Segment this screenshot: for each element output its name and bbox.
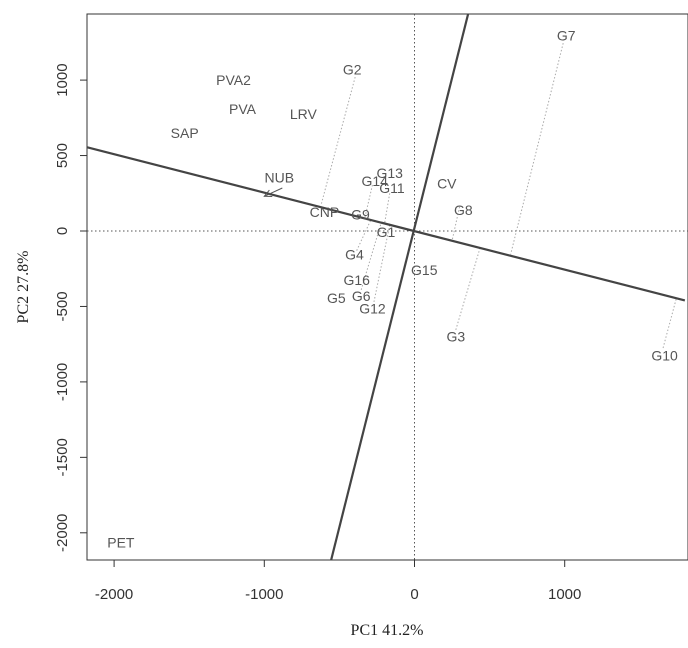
point-label-sap: SAP [171, 125, 199, 141]
projection-line [510, 43, 564, 255]
projection-line [360, 221, 382, 290]
average-environment-axis [87, 146, 686, 302]
y-tick-label: -2000 [54, 514, 71, 552]
projection-line [373, 224, 391, 303]
x-tick-label: -2000 [95, 586, 133, 603]
point-label-g13: G13 [376, 165, 403, 181]
x-axis-title: PC1 41.2% [351, 622, 424, 639]
point-label-g10: G10 [651, 347, 678, 363]
plot-frame [86, 13, 688, 561]
y-axis: -2000 -1500 -1000 -500 0 500 1000 [54, 63, 87, 552]
point-label-g2: G2 [343, 62, 362, 78]
projection-line [383, 193, 391, 225]
projection-line [451, 206, 461, 241]
orthogonal-axis [330, 14, 470, 560]
point-label-g14: G14 [361, 173, 388, 189]
y-tick-label: -1500 [54, 438, 71, 476]
point-label-g7: G7 [557, 28, 576, 44]
arrow-head-icon [263, 189, 273, 197]
y-axis-title: PC2 27.8% [15, 251, 32, 324]
point-label-g4: G4 [345, 246, 364, 262]
point-label-g8: G8 [454, 202, 473, 218]
point-label-g11: G11 [379, 180, 405, 196]
plot-area: PVA2 PVA LRV SAP NUB CNP CV PET G1 G2 G3 G4 G5 G6 G7 G8… [87, 14, 688, 560]
point-label-g5: G5 [327, 290, 346, 306]
x-tick-label: 0 [410, 586, 418, 603]
x-axis: -2000 -1000 0 1000 [95, 560, 581, 603]
y-tick-label: 0 [54, 227, 71, 235]
point-label-g12: G12 [359, 301, 386, 317]
point-label-g3: G3 [446, 329, 465, 345]
point-label-g1: G1 [377, 224, 396, 240]
point-label-cv: CV [437, 175, 457, 191]
projection-line [356, 219, 372, 251]
projection-line [320, 76, 356, 204]
y-tick-label: 1000 [54, 63, 71, 96]
projection-line [455, 245, 482, 330]
arrow-shaft [264, 187, 283, 197]
y-tick-label: -500 [54, 291, 71, 321]
point-label-lrv: LRV [290, 106, 318, 122]
point-label-cnp: CNP [310, 204, 340, 220]
point-label-pva: PVA [229, 101, 257, 117]
point-label-g16: G16 [343, 272, 370, 288]
point-label-g15: G15 [411, 262, 438, 278]
x-tick-label: 1000 [548, 586, 581, 603]
point-label-g9: G9 [351, 206, 370, 222]
x-tick-label: -1000 [245, 586, 283, 603]
y-tick-label: 500 [54, 143, 71, 168]
point-label-pva2: PVA2 [216, 72, 251, 88]
y-tick-label: -1000 [54, 363, 71, 401]
projection-line [662, 297, 678, 349]
point-label-pet: PET [107, 535, 135, 551]
point-label-g6: G6 [352, 288, 371, 304]
point-label-nub: NUB [265, 169, 295, 185]
